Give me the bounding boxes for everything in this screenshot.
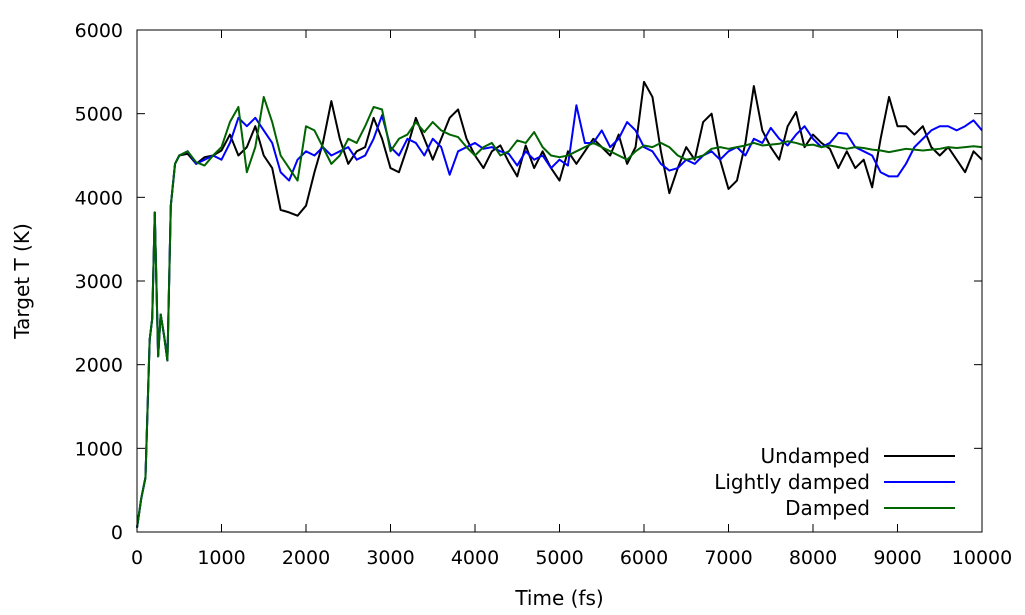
x-tick-label: 1000	[197, 547, 245, 569]
plot-lines	[136, 80, 983, 528]
y-tick-label: 1000	[75, 438, 123, 460]
x-tick-label: 10000	[952, 547, 1012, 569]
series-line-damped	[136, 95, 983, 528]
x-tick-label: 5000	[535, 547, 583, 569]
y-tick-label: 2000	[75, 355, 123, 377]
y-tick-label: 5000	[75, 104, 123, 126]
x-tick-label: 3000	[366, 547, 414, 569]
y-tick-label: 0	[111, 522, 123, 544]
legend-label: Undamped	[761, 444, 870, 468]
series-line-lightly-damped	[136, 104, 983, 528]
y-tick-label: 3000	[75, 271, 123, 293]
y-tick-label: 4000	[75, 187, 123, 209]
x-tick-label: 7000	[704, 547, 752, 569]
x-tick-label: 2000	[282, 547, 330, 569]
y-axis-label: Target T (K)	[10, 223, 34, 340]
legend-label: Damped	[785, 496, 870, 520]
y-tick-label: 6000	[75, 20, 123, 42]
y-axis: 0 1000 2000 3000 4000 5000 6000	[75, 20, 982, 544]
x-tick-label: 9000	[873, 547, 921, 569]
x-tick-label: 6000	[620, 547, 668, 569]
x-axis: 0 1000 2000 3000 4000 5000 6000 7000 8000 9000 100…	[131, 30, 1012, 569]
x-tick-label: 0	[131, 547, 143, 569]
x-axis-label: Time (fs)	[514, 586, 603, 610]
x-tick-label: 4000	[451, 547, 499, 569]
x-tick-label: 8000	[789, 547, 837, 569]
legend-label: Lightly damped	[714, 470, 870, 494]
